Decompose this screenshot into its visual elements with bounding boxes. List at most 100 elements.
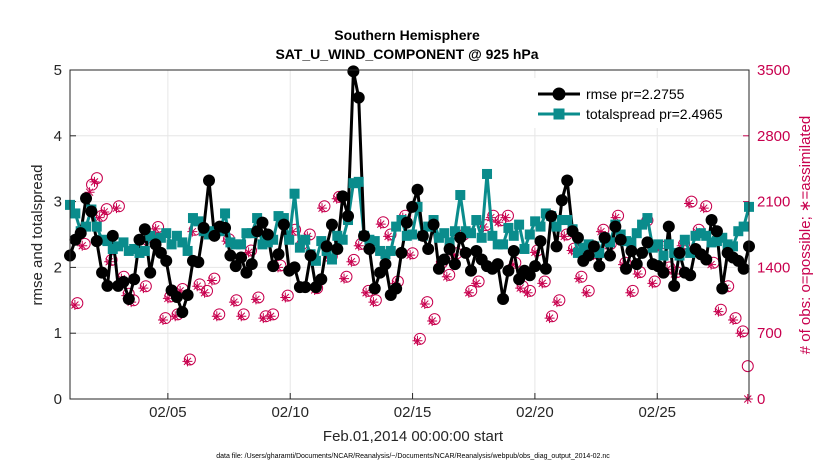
totalspread-point <box>385 245 396 256</box>
assimilated-obs-point <box>94 212 105 223</box>
totalspread-point <box>679 234 690 245</box>
assimilated-obs-point <box>493 217 504 228</box>
totalspread-point <box>273 211 284 222</box>
totalspread-point <box>155 232 166 243</box>
possible-obs-point <box>201 284 214 297</box>
totalspread-point <box>658 250 669 261</box>
totalspread-point <box>449 226 460 237</box>
rmse-point <box>400 216 413 229</box>
totalspread-point <box>171 230 182 241</box>
x-tick-label: 02/05 <box>149 404 187 421</box>
rmse-point <box>555 194 568 207</box>
right-y-tick-label: 3500 <box>757 62 790 79</box>
possible-obs-point <box>714 303 727 316</box>
assimilated-obs-point <box>735 328 746 339</box>
rmse-point <box>598 231 611 244</box>
assimilated-obs-point <box>522 287 533 298</box>
y-axis-label: rmse and totalspread <box>29 165 46 306</box>
chart-title: Southern Hemisphere <box>334 27 480 43</box>
rmse-point <box>422 242 435 255</box>
totalspread-point <box>220 208 231 219</box>
y-tick-label: 2 <box>54 259 62 276</box>
rmse-point <box>609 220 622 233</box>
rmse-point <box>74 227 87 240</box>
totalspread-point <box>375 245 386 256</box>
possible-obs-point <box>465 284 478 297</box>
possible-obs-point <box>252 291 265 304</box>
right-y-tick-label: 2100 <box>757 194 790 211</box>
rmse-point <box>197 221 210 234</box>
possible-obs-point <box>553 294 566 307</box>
rmse-point <box>149 238 162 251</box>
rmse-point <box>673 246 686 259</box>
rmse-point <box>240 266 253 279</box>
possible-obs-point <box>472 275 485 288</box>
totalspread-point <box>70 208 81 219</box>
assimilated-obs-point <box>515 283 526 294</box>
totalspread-point <box>695 228 706 239</box>
rmse-point <box>464 264 477 277</box>
assimilated-obs-point <box>471 278 482 289</box>
totalspread-point <box>187 213 198 224</box>
totalspread-point <box>626 237 637 248</box>
totalspread-point <box>300 234 311 245</box>
totalspread-point <box>353 176 364 187</box>
totalspread-point <box>653 239 664 250</box>
data-file-footnote: data file: /Users/gharamti/Documents/NCA… <box>216 453 610 460</box>
y-tick-label: 3 <box>54 194 62 211</box>
rmse-point <box>416 229 429 242</box>
assimilated-obs-point <box>287 226 298 237</box>
totalspread-point <box>530 216 541 227</box>
possible-obs-point <box>524 284 537 297</box>
assimilated-obs-point <box>632 268 643 279</box>
assimilated-obs-point <box>211 311 222 322</box>
totalspread-point <box>182 245 193 256</box>
possible-obs-point <box>626 284 639 297</box>
assimilated-obs-point <box>258 313 269 324</box>
totalspread-point <box>631 228 642 239</box>
assimilated-obs-point <box>317 203 328 214</box>
rmse-point <box>582 249 595 262</box>
possible-obs-point <box>741 360 754 373</box>
assimilated-obs-point <box>69 300 80 310</box>
totalspread-point <box>166 239 177 250</box>
possible-obs-point <box>340 270 353 283</box>
rmse-point <box>192 256 205 269</box>
assimilated-obs-point <box>441 271 452 282</box>
rmse-point <box>529 260 542 273</box>
totalspread-point <box>369 236 380 247</box>
totalspread-point <box>433 232 444 243</box>
assimilated-obs-point <box>463 287 474 298</box>
possible-obs-point <box>428 313 441 326</box>
right-y-tick-label: 0 <box>757 391 765 408</box>
rmse-point <box>363 242 376 255</box>
totalspread-point <box>310 255 321 266</box>
rmse-point <box>379 258 392 271</box>
assimilated-obs-point <box>412 335 423 346</box>
possible-obs-point <box>501 209 514 222</box>
totalspread-point <box>107 243 118 254</box>
assimilated-obs-point <box>507 259 518 270</box>
assimilated-obs-point <box>713 306 724 317</box>
rmse-point <box>299 281 312 294</box>
rmse-point <box>219 221 232 234</box>
assimilated-obs-point <box>77 240 88 251</box>
totalspread-point <box>711 236 722 247</box>
possible-obs-point <box>729 312 742 325</box>
rmse-point <box>539 262 552 275</box>
possible-obs-point <box>736 325 749 338</box>
totalspread-point <box>241 228 252 239</box>
possible-obs-point <box>237 308 250 321</box>
rmse-point <box>331 242 344 255</box>
possible-obs-point <box>347 253 360 266</box>
totalspread-point <box>262 237 273 248</box>
rmse-point <box>534 235 547 248</box>
totalspread-point <box>257 239 268 250</box>
totalspread-point <box>289 188 300 199</box>
totalspread-point <box>278 213 289 224</box>
assimilated-obs-point <box>157 315 168 326</box>
assimilated-obs-point <box>361 287 372 298</box>
assimilated-obs-point <box>353 240 364 251</box>
rmse-point <box>668 279 681 292</box>
